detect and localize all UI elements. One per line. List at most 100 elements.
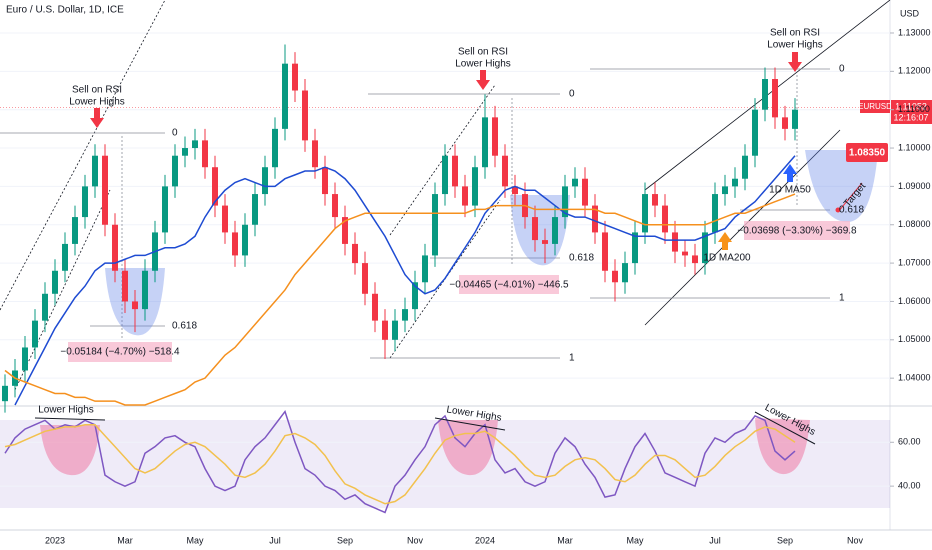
symbol: EURUSD — [858, 102, 892, 111]
line — [4, 409, 796, 514]
candle-body — [252, 194, 258, 225]
candle-body — [632, 232, 638, 264]
fib-label: 0.618 — [839, 205, 864, 216]
candle-body — [712, 194, 718, 233]
candle-body — [762, 79, 768, 110]
y-tick-label: 1.04000 — [898, 373, 931, 383]
candle-body — [502, 155, 508, 187]
annotation: Sell on RSI — [72, 85, 122, 96]
annotation: Lower Highs — [455, 59, 511, 70]
chart-title: Euro / U.S. Dollar, 1D, ICE — [6, 5, 124, 16]
candle-body — [432, 194, 438, 256]
x-tick-label: May — [186, 535, 204, 545]
candle-body — [332, 194, 338, 218]
candle-body — [452, 155, 458, 187]
ma200-arrow — [718, 232, 732, 250]
annotation: Lower Highs — [38, 405, 94, 416]
line — [4, 423, 796, 505]
candle-body — [192, 140, 198, 149]
candle-body — [772, 79, 778, 118]
fib-label: 1 — [839, 293, 845, 304]
candle-body — [412, 282, 418, 310]
x-tick-label: Mar — [117, 535, 133, 545]
candle-body — [612, 270, 618, 283]
candle-body — [472, 167, 478, 206]
candle-body — [662, 205, 668, 233]
candle-body — [92, 155, 98, 187]
candle-body — [342, 217, 348, 244]
candle-body — [312, 140, 318, 168]
candle-body — [392, 320, 398, 340]
candle-body — [692, 255, 698, 264]
candle-body — [682, 251, 688, 256]
candle-body — [352, 243, 358, 264]
x-tick-label: Jul — [269, 535, 281, 545]
x-tick-label: 2024 — [475, 535, 495, 545]
rsi-bowl — [40, 425, 100, 476]
candle-body — [382, 320, 388, 340]
candle-body — [122, 270, 128, 302]
candle-body — [722, 186, 728, 195]
candle-body — [142, 270, 148, 310]
line — [4, 193, 796, 406]
last-price: 1.11052 — [895, 101, 927, 111]
x-tick-label: Mar — [557, 535, 573, 545]
x-tick-label: Nov — [847, 535, 864, 545]
candle-body — [752, 109, 758, 156]
y-tick-label: 60.00 — [898, 437, 921, 447]
y-tick-label: 1.09000 — [898, 181, 931, 191]
candle-body — [242, 224, 248, 256]
rsi-band — [0, 420, 890, 508]
fib-lines — [0, 68, 830, 359]
candle-body — [532, 217, 538, 241]
candle-body — [32, 320, 38, 348]
candle-body — [602, 232, 608, 271]
candle-body — [322, 167, 328, 195]
measurement: −0.03698 (−3.30%) −369.8 — [737, 226, 857, 237]
candle-body — [592, 205, 598, 233]
candle-body — [442, 155, 448, 195]
measure-box — [744, 221, 850, 240]
fib-label: 0 — [569, 89, 575, 100]
candle-body — [782, 117, 788, 129]
fib-label: 0.618 — [172, 321, 197, 332]
candle-body — [622, 263, 628, 283]
grid — [0, 32, 890, 487]
candle-body — [132, 301, 138, 310]
candle-body — [282, 63, 288, 129]
x-tick-label: Nov — [407, 535, 424, 545]
lower-highs-line — [754, 411, 816, 445]
ma-label: 1D MA50 — [769, 185, 811, 196]
candle-body — [672, 232, 678, 252]
sell-arrow — [788, 52, 802, 72]
candle-body — [202, 140, 208, 168]
candle-body — [72, 217, 78, 244]
candle-body — [102, 155, 108, 225]
candle-body — [582, 178, 588, 206]
candle-body — [492, 117, 498, 156]
candle-body — [292, 63, 298, 91]
ma50-arrow — [783, 164, 797, 182]
price-badge — [891, 100, 932, 124]
symbol-badge — [860, 100, 890, 113]
measure-box — [459, 275, 559, 294]
annotation: Sell on RSI — [458, 47, 508, 58]
line — [14, 155, 796, 406]
channel-line — [644, 129, 841, 326]
candle-body — [262, 167, 268, 195]
candle-body — [162, 186, 168, 233]
candle-body — [182, 148, 188, 156]
fib-label: 0 — [172, 128, 178, 139]
candle-body — [42, 293, 48, 321]
annotation: Lower Highs — [69, 97, 125, 108]
candle-body — [512, 186, 518, 195]
countdown: 12:16:07 — [893, 112, 928, 122]
x-tick-label: Jul — [709, 535, 721, 545]
x-tick-label: Sep — [777, 535, 793, 545]
candle-body — [82, 186, 88, 218]
lower-highs-line — [434, 417, 506, 431]
channel-line — [389, 84, 496, 236]
lower-highs-line — [34, 417, 106, 421]
y-tick-label: 1.08000 — [898, 219, 931, 229]
